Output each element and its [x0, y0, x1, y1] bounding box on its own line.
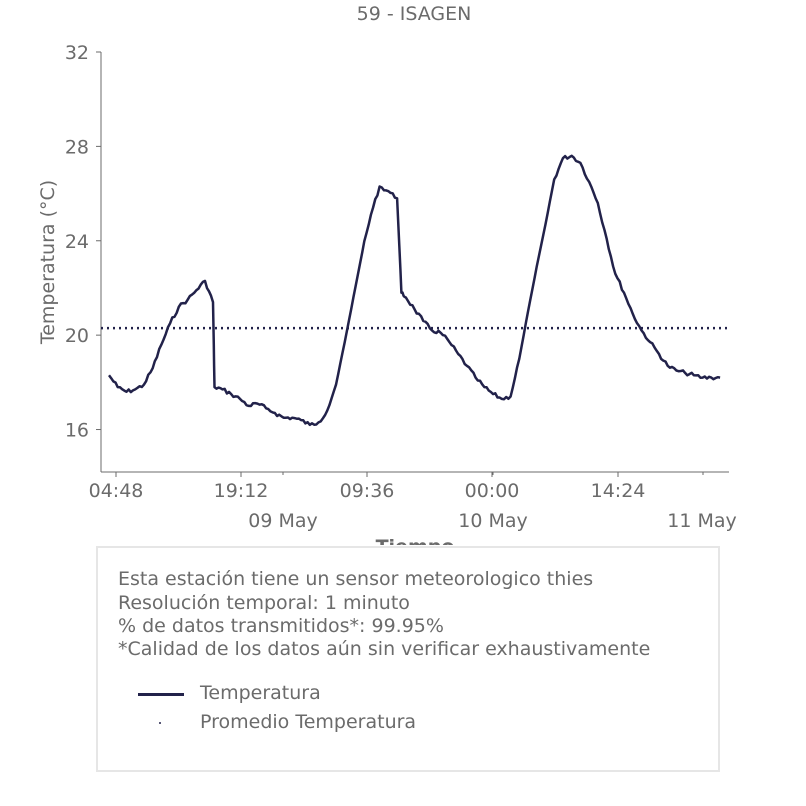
info-legend-box: Esta estación tiene un sensor meteorolog…	[96, 546, 720, 772]
legend-dot-icon	[159, 722, 161, 724]
y-tick-label: 20	[65, 325, 89, 347]
x-tick-date-label: 10 May	[458, 510, 528, 532]
temperature-chart: 59 - ISAGEN Temperatura (°C) 1620242832 …	[37, 3, 737, 545]
chart-title: 59 - ISAGEN	[357, 3, 472, 25]
info-quality-text: *Calidad de los datos aún sin verificar …	[118, 638, 651, 660]
y-tick-label: 24	[65, 231, 89, 253]
info-transmitted-text: % de datos transmitidos*: 99.95%	[118, 615, 444, 637]
info-sensor-text: Esta estación tiene un sensor meteorolog…	[118, 568, 594, 590]
x-tick-date-label: 11 May	[667, 510, 737, 532]
legend-label-temperatura: Temperatura	[200, 682, 321, 704]
y-tick-label: 28	[65, 136, 89, 158]
x-tick-time-label: 14:24	[591, 480, 646, 502]
x-tick-time-label: 04:48	[89, 480, 144, 502]
x-axis-label: Tiempo	[376, 536, 455, 545]
legend-label-promedio: Promedio Temperatura	[200, 711, 417, 733]
legend-solid-line-icon	[138, 693, 184, 696]
y-ticks: 16 20 24 28 32	[65, 42, 101, 442]
y-tick-label: 32	[65, 42, 89, 64]
temperature-series-line	[108, 154, 721, 427]
y-tick-label: 16	[65, 420, 89, 442]
x-tick-time-label: 19:12	[214, 480, 269, 502]
x-tick-time-label: 00:00	[465, 480, 520, 502]
x-ticks: 04:48 19:12 09:36 00:00 14:24 09 May 10 May 11 …	[89, 472, 737, 532]
x-tick-time-label: 09:36	[340, 480, 395, 502]
x-tick-date-label: 09 May	[248, 510, 318, 532]
y-axis-label: Temperatura (°C)	[37, 180, 59, 345]
info-resolution-text: Resolución temporal: 1 minuto	[118, 592, 410, 614]
